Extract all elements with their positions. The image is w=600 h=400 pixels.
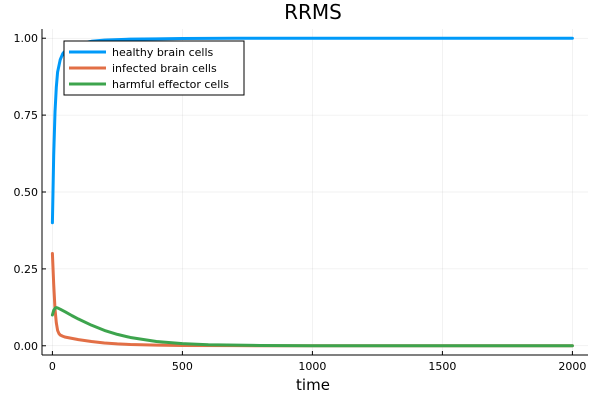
x-axis-label: time <box>296 376 330 394</box>
x-tick-label: 500 <box>172 360 193 373</box>
y-tick-label: 0.50 <box>14 186 39 199</box>
x-tick-label: 0 <box>49 360 56 373</box>
x-tick-label: 2000 <box>558 360 586 373</box>
legend-label-2: infected brain cells <box>112 62 217 75</box>
axis-ticks: 0 500 1000 1500 2000 0.00 0.25 0.50 0.75 1.00 <box>14 32 587 373</box>
chart-title: RRMS <box>284 0 342 24</box>
x-tick-label: 1000 <box>298 360 326 373</box>
series-line-3 <box>50 306 574 348</box>
x-tick-label: 1500 <box>428 360 456 373</box>
legend-label-1: healthy brain cells <box>112 46 214 59</box>
y-tick-label: 0.00 <box>14 340 39 353</box>
y-tick-label: 0.25 <box>14 263 39 276</box>
legend: healthy brain cells infected brain cells h… <box>63 40 245 96</box>
y-tick-label: 0.75 <box>14 109 39 122</box>
legend-label-3: harmful effector cells <box>112 78 229 91</box>
y-tick-label: 1.00 <box>14 32 39 45</box>
